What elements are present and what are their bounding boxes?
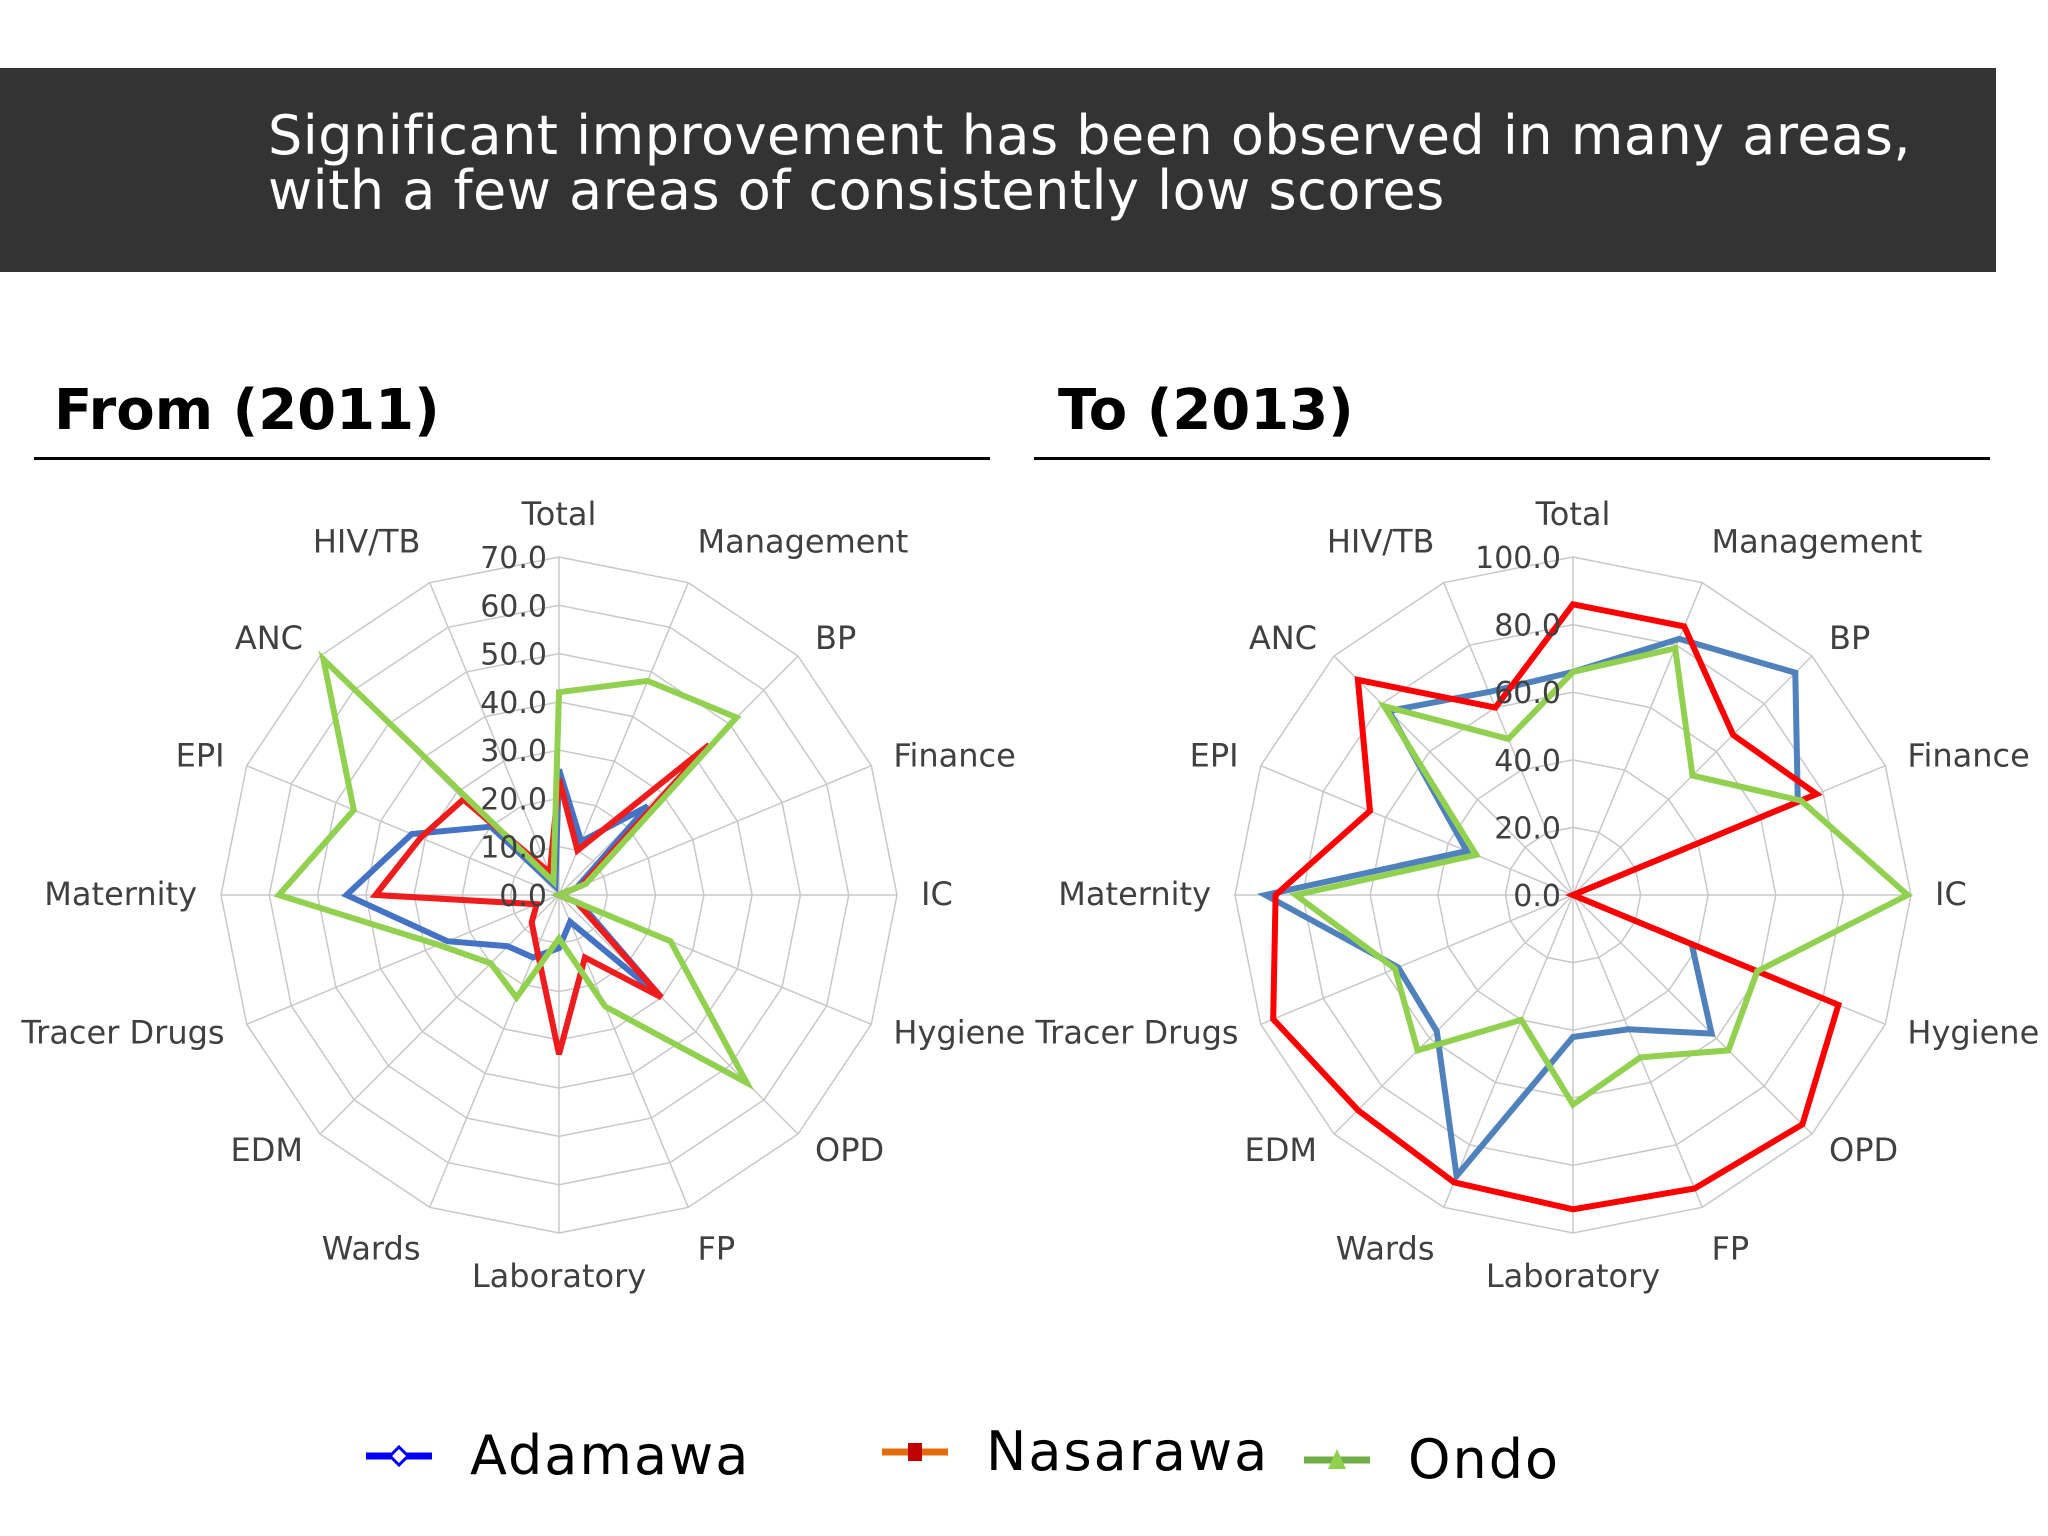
radar-2011-tick-label: 70.0 [480, 541, 547, 576]
slide-title-line-2: with a few areas of consistently low sco… [268, 159, 1445, 222]
radar-2011-axis-label-maternity: Maternity [44, 875, 197, 913]
legend-label-ondo: Ondo [1408, 1428, 1561, 1491]
radar-2011-axis-label-edm: EDM [231, 1131, 303, 1169]
radar-2011-axis-label-tracer-drugs: Tracer Drugs [20, 1014, 224, 1052]
radar-2011-axis-label-hygiene: Hygiene [893, 1014, 1025, 1052]
radar-2011-spoke [558, 894, 799, 1135]
legend-label-nasarawa: Nasarawa [986, 1420, 1270, 1483]
radar-2011-spoke [246, 765, 560, 896]
slide-title: Significant improvement has been observe… [268, 108, 1988, 218]
radar-2011-series-ondo [273, 650, 755, 1091]
radar-2011-axis-label-ic: IC [921, 875, 953, 913]
legend-label-adamawa: Adamawa [470, 1424, 751, 1487]
slide-title-line-1: Significant improvement has been observe… [268, 104, 1912, 167]
radar-2011-axis-label-management: Management [698, 523, 909, 561]
legend-item-nasarawa: Nasarawa [880, 1420, 1269, 1483]
legend-item-adamawa: Adamawa [364, 1424, 750, 1487]
chart-legend: Adamawa Nasarawa Ondo [0, 1408, 2048, 1491]
radar-2011-axis-label-opd: OPD [815, 1131, 884, 1169]
radar-2011-tick-label: 60.0 [480, 589, 547, 624]
radar-2011-tick-label: 50.0 [480, 638, 547, 673]
radar-2011-axis-label-finance: Finance [893, 737, 1015, 775]
radar-2011-axis-label-wards: Wards [322, 1229, 421, 1267]
radar-2011-axis-label-bp: BP [815, 619, 856, 657]
radar-2011-axis-label-hiv-tb: HIV/TB [313, 523, 421, 561]
radar-2011-tick-label: 30.0 [480, 734, 547, 769]
radar-2011-axis-label-fp: FP [698, 1229, 736, 1267]
radar-2011-tick-label: 20.0 [480, 782, 547, 817]
right-panel-title: To (2013) [1058, 378, 1354, 443]
radar-2011-tick-label: 40.0 [480, 686, 547, 721]
left-panel-title: From (2011) [54, 378, 440, 443]
right-panel-rule [1034, 457, 1990, 460]
radar-2011-spoke [558, 765, 872, 896]
header-banner: Significant improvement has been observe… [0, 68, 1996, 272]
legend-marker-nasarawa [882, 1442, 948, 1461]
radar-2011-spoke [558, 894, 689, 1208]
legend-item-ondo: Ondo [1302, 1428, 1560, 1491]
legend-marker-adamawa [366, 1444, 432, 1467]
radar-2011-spoke [246, 894, 560, 1025]
radar-2011-tick-label: 0.0 [499, 879, 547, 914]
radar-2011-tick-label: 10.0 [480, 831, 547, 866]
radar-2011-spoke [429, 582, 560, 896]
radar-2011-axis-label-total: Total [521, 495, 597, 533]
radar-2011-spoke [319, 894, 560, 1135]
radar-2011-axis-label-laboratory: Laboratory [472, 1257, 646, 1295]
left-panel-rule [34, 457, 990, 460]
radar-2011-axis-label-anc: ANC [235, 619, 303, 657]
radar-2011-axis-label-epi: EPI [176, 737, 225, 775]
legend-marker-ondo [1304, 1448, 1370, 1469]
